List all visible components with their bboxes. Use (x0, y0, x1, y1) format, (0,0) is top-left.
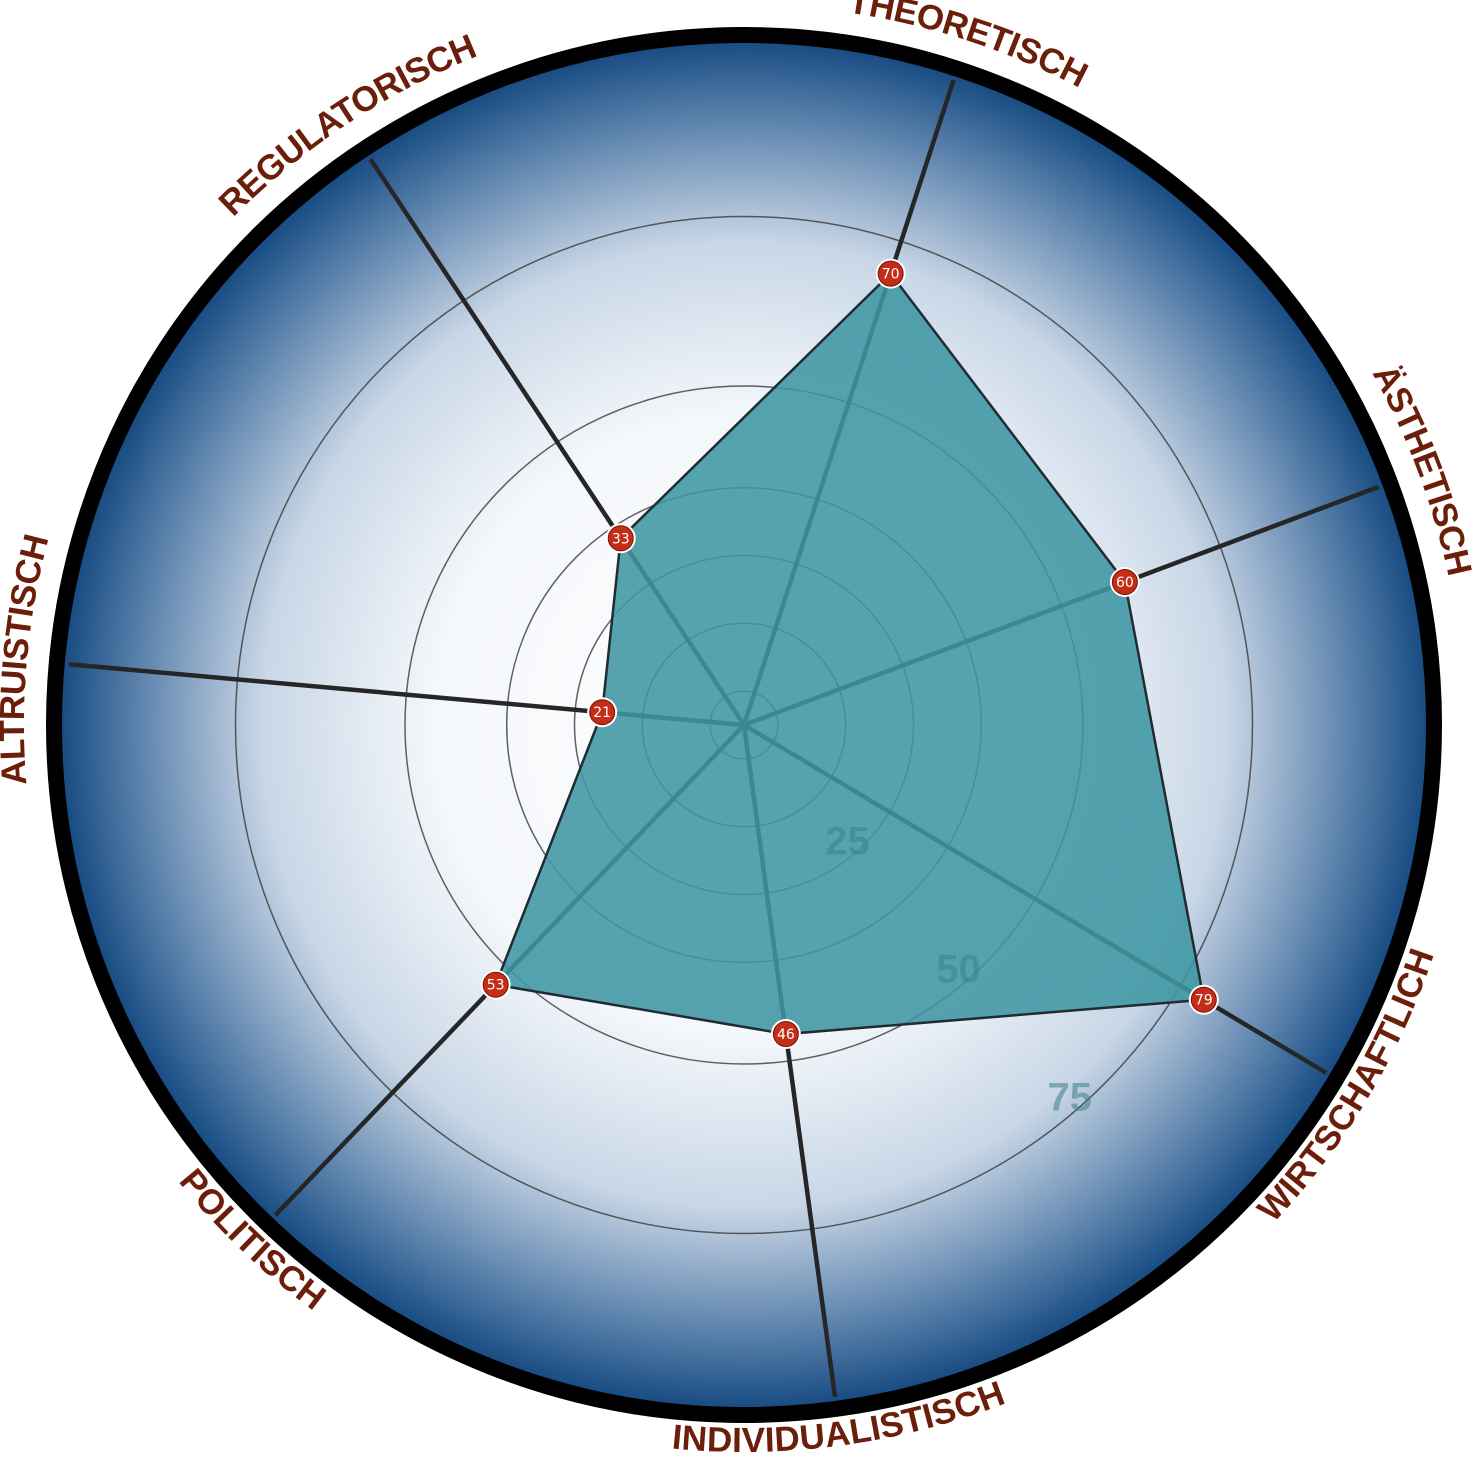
value-marker: 21 (587, 697, 618, 728)
ring-label-25: 25 (825, 819, 870, 863)
value-label: 46 (777, 1027, 795, 1043)
value-marker: 33 (605, 523, 636, 554)
grid-ring-75 (234, 215, 1254, 1235)
value-label: 70 (882, 267, 900, 283)
value-marker: 53 (480, 969, 511, 1000)
value-marker: 46 (770, 1019, 801, 1050)
data-polygon-layer (493, 271, 1206, 1036)
value-markers: 70 60 79 46 53 21 33 (480, 258, 1219, 1050)
value-marker: 79 (1188, 984, 1219, 1015)
value-label: 79 (1195, 993, 1213, 1009)
value-label: 33 (612, 531, 630, 547)
value-marker: 60 (1109, 567, 1140, 598)
ring-label-50: 50 (936, 947, 981, 991)
value-label: 21 (593, 705, 611, 721)
data-polygon (493, 271, 1206, 1036)
value-label: 53 (487, 978, 505, 994)
ring-labels: 25 50 75 (825, 819, 1092, 1119)
value-label: 60 (1116, 575, 1134, 591)
value-marker: 70 (875, 258, 906, 289)
ring-label-75: 75 (1047, 1075, 1092, 1119)
